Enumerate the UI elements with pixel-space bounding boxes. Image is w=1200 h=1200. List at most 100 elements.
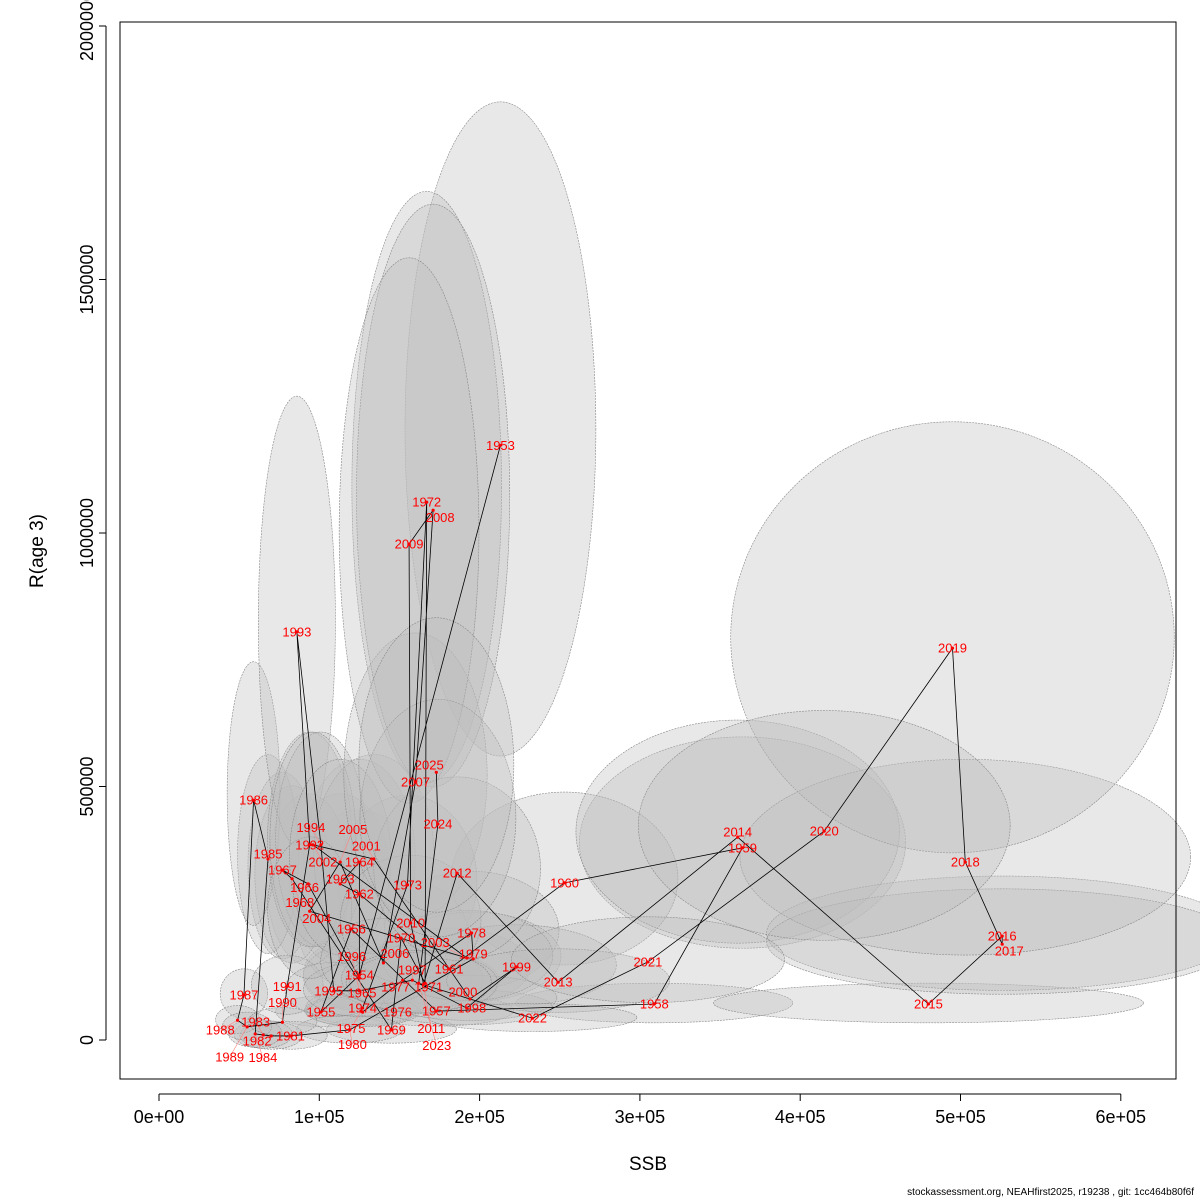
point-1956: [349, 927, 353, 931]
point-1955: [319, 1010, 323, 1014]
point-label-2024: 2024: [423, 817, 452, 832]
point-label-1956: 1956: [337, 921, 366, 936]
point-label-2025: 2025: [415, 758, 444, 773]
leader-line-1980: [349, 1029, 353, 1045]
point-1968: [290, 877, 294, 881]
point-1957: [434, 1009, 438, 1013]
point-label-1964: 1964: [345, 855, 374, 870]
point-label-1960: 1960: [550, 875, 579, 890]
x-tick-label: 3e+05: [615, 1107, 666, 1127]
point-1990: [280, 1020, 285, 1024]
point-1974: [360, 1006, 365, 1010]
point-1978: [469, 931, 474, 935]
leader-line-2002: [312, 844, 324, 863]
ellipse-2002: [269, 731, 357, 948]
ellipse-2001: [313, 754, 435, 954]
point-label-1991: 1991: [273, 979, 302, 994]
ellipse-2009: [338, 257, 480, 804]
point-1977: [401, 978, 405, 982]
point-2017: [1000, 942, 1004, 946]
point-1979: [471, 957, 475, 961]
point-label-2015: 2015: [914, 997, 943, 1012]
point-2004: [308, 909, 312, 913]
point-1992: [308, 843, 312, 847]
leader-line-1994: [310, 827, 322, 845]
point-2025: [434, 770, 438, 774]
point-label-2008: 2008: [426, 510, 455, 525]
point-label-2002: 2002: [308, 855, 337, 870]
label-leader-lines: [220, 509, 1010, 1058]
point-1972: [425, 500, 429, 504]
point-label-1979: 1979: [459, 946, 488, 961]
point-2010: [409, 921, 413, 925]
point-2013: [556, 980, 560, 984]
point-1961: [447, 967, 451, 971]
point-label-1992: 1992: [295, 837, 324, 852]
point-1962: [357, 892, 361, 896]
point-label-1978: 1978: [457, 926, 486, 941]
point-label-2007: 2007: [401, 774, 430, 789]
point-label-1955: 1955: [306, 1005, 335, 1020]
point-1958: [652, 1002, 656, 1006]
point-label-1968: 1968: [285, 895, 314, 910]
ellipse-1972: [351, 191, 502, 784]
leader-line-1975: [350, 1010, 362, 1029]
point-label-1989: 1989: [215, 1050, 244, 1065]
point-label-1953: 1953: [486, 438, 515, 453]
point-1989: [245, 1025, 249, 1029]
point-2020: [822, 829, 826, 833]
point-1963: [338, 882, 342, 886]
point-1999: [514, 965, 519, 969]
point-label-1966: 1966: [290, 880, 319, 895]
point-2016: [1000, 934, 1004, 938]
point-1996: [357, 989, 361, 993]
point-1986: [251, 798, 256, 802]
point-label-1987: 1987: [229, 987, 258, 1002]
point-1964: [357, 860, 361, 864]
y-axis-label: R(age 3): [27, 514, 48, 588]
point-label-1982: 1982: [243, 1034, 272, 1049]
point-label-2001: 2001: [352, 839, 381, 854]
point-2006: [381, 961, 386, 965]
x-tick-label: 5e+05: [935, 1107, 986, 1127]
point-label-1988: 1988: [206, 1023, 235, 1038]
ellipse-1999: [416, 924, 617, 1006]
confidence-ellipses: [215, 101, 1200, 1050]
point-label-1975: 1975: [337, 1021, 366, 1036]
point-1994: [319, 843, 323, 847]
point-label-1998: 1998: [457, 1001, 486, 1016]
leader-line-1989: [229, 1026, 248, 1058]
point-label-2016: 2016: [988, 929, 1017, 944]
year-labels: 1953 1954 1955 1956 1957 1958 1959 1960 1961 1962…: [206, 438, 1024, 1065]
leader-line-1996: [351, 956, 360, 991]
point-1997: [410, 978, 414, 982]
point-2011: [421, 982, 426, 986]
point-label-1965: 1965: [348, 985, 377, 1000]
point-1954: [357, 973, 361, 977]
point-1965: [357, 976, 361, 980]
leader-line-1977: [395, 979, 403, 988]
leader-line-2000: [462, 991, 471, 1000]
leader-line-2017: [1001, 943, 1010, 952]
point-2012: [455, 871, 459, 875]
point-label-2009: 2009: [395, 537, 424, 552]
leader-line-2025: [429, 765, 437, 773]
leader-line-2003: [435, 942, 467, 959]
point-label-1986: 1986: [239, 793, 268, 808]
point-1995: [332, 989, 336, 993]
point-1991: [285, 984, 289, 988]
point-2019: [950, 646, 955, 650]
point-1980: [348, 1028, 352, 1032]
point-label-1962: 1962: [345, 886, 374, 901]
leader-line-2008: [432, 509, 441, 518]
point-label-2022: 2022: [518, 1011, 547, 1026]
point-label-2004: 2004: [302, 911, 331, 926]
point-2022: [530, 1016, 535, 1020]
point-label-1985: 1985: [254, 847, 283, 862]
leader-line-1988: [220, 1019, 238, 1031]
point-label-1967: 1967: [268, 863, 297, 878]
point-label-1974: 1974: [348, 1001, 377, 1016]
ellipse-1960: [450, 791, 679, 966]
ellipse-1956: [297, 864, 406, 988]
leader-line-1968: [291, 878, 301, 903]
